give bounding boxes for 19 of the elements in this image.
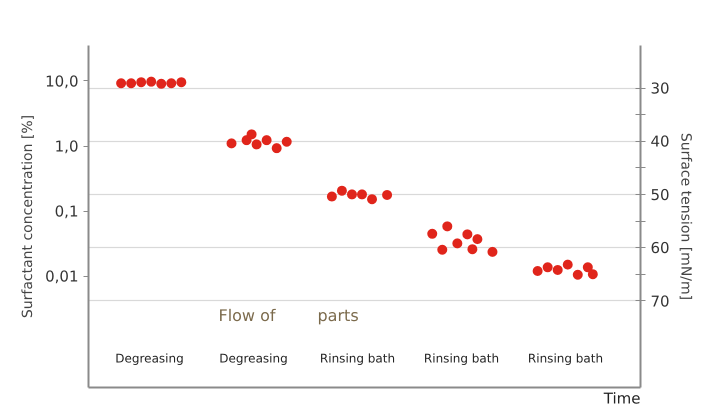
annotation: Degreasing	[115, 352, 184, 366]
y-axis-title: Surfactant concentration [%]	[20, 114, 36, 318]
annotation: Flow of	[218, 306, 276, 325]
x-axis-title: Time	[602, 390, 641, 408]
annotation: parts	[318, 306, 359, 325]
y-tick-label: 10,0	[45, 72, 79, 90]
annotation: Rinsing bath	[320, 352, 396, 366]
annotation: Degreasing	[219, 352, 288, 366]
y2-tick-label: 50	[650, 186, 670, 204]
y2-axis-title: Surface tension [mN/m]	[678, 132, 694, 300]
y2-tick-label: 60	[650, 239, 670, 258]
y-tick-label: 0,1	[54, 202, 79, 221]
y2-tick-label: 40	[650, 132, 670, 151]
y-tick-label: 1,0	[54, 138, 79, 156]
annotation: Rinsing bath	[424, 352, 500, 366]
y2-tick-label: 70	[650, 292, 670, 310]
y-tick-label: 0,01	[45, 268, 79, 286]
annotation: Rinsing bath	[528, 352, 604, 366]
y2-tick-label: 30	[650, 80, 670, 98]
